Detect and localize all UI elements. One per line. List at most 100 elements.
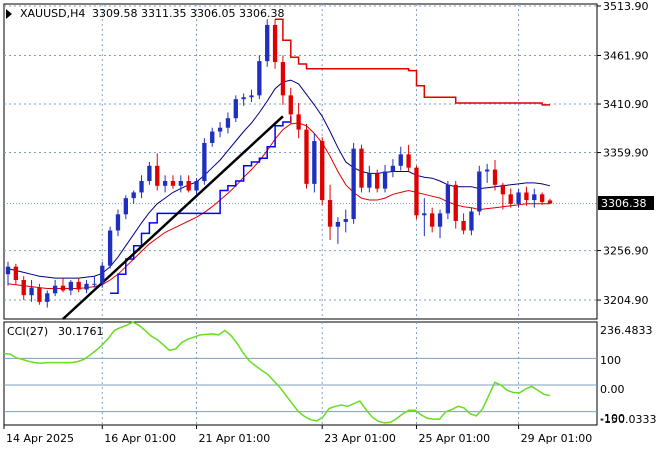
bearish-candle-body: [327, 200, 333, 227]
bullish-candle-body: [5, 266, 11, 275]
bullish-candle-body: [437, 213, 443, 227]
bearish-candle-body: [492, 169, 498, 185]
bullish-candle-body: [131, 192, 136, 199]
resistance-step-line: [275, 18, 550, 106]
bullish-candle-body: [445, 184, 451, 214]
bearish-candle-body: [21, 279, 26, 296]
ohlc-values: 3309.58 3311.35 3306.05 3306.38: [92, 7, 284, 20]
bullish-candle-body: [68, 281, 74, 291]
cci-axis-bottom-label: -150.0333: [600, 413, 656, 426]
bearish-candle-body: [280, 62, 286, 96]
price-panel-frame: [3, 3, 598, 320]
chart-header: XAUUSD,H4 3309.58 3311.35 3306.05 3306.3…: [6, 7, 284, 20]
indicator-header: CCI(27) 30.1761: [7, 325, 104, 338]
bullish-candle-body: [52, 285, 58, 294]
cci-line: [3, 321, 551, 424]
bearish-candle-body: [76, 281, 81, 290]
fast-moving-average-line: [7, 79, 551, 279]
current-price-tag-box: [598, 196, 654, 210]
chart-type-arrow-icon: [6, 9, 12, 19]
price-axis-label: 3461.90: [603, 49, 649, 62]
bullish-candle-body: [210, 131, 215, 143]
bearish-candle-body: [453, 184, 458, 221]
time-grid: [101, 4, 520, 425]
bullish-candle-body: [516, 192, 521, 204]
price-axis-label: 3359.90: [603, 147, 649, 160]
time-axis-label: 16 Apr 01:00: [104, 432, 176, 445]
cci-level-lines: [4, 357, 597, 413]
bearish-candle-body: [430, 213, 435, 227]
price-series: [7, 18, 551, 320]
bullish-candle-body: [202, 142, 207, 182]
trendline: [62, 115, 284, 320]
price-axis-label: 3256.90: [603, 245, 649, 258]
bullish-candle-body: [233, 99, 238, 119]
bearish-candle-body: [414, 167, 419, 216]
bullish-candle-body: [241, 97, 246, 100]
price-axis-label: 3410.90: [603, 98, 649, 111]
bullish-candle-body: [162, 181, 168, 186]
bullish-candle-body: [92, 283, 97, 285]
bearish-candle-body: [359, 148, 364, 188]
bullish-candle-body: [217, 127, 223, 132]
bearish-candle-body: [170, 181, 176, 186]
cci-axis-top-label: 236.4833: [600, 324, 653, 337]
time-axis: 14 Apr 2025 16 Apr 01:00 21 Apr 01:00 23 Ap…: [3, 425, 592, 445]
bullish-candle-body: [45, 293, 50, 302]
bullish-candle-body: [422, 213, 427, 216]
bullish-candle-body: [390, 165, 396, 172]
bullish-candle-body: [351, 148, 356, 220]
bearish-candle-body: [37, 287, 42, 302]
bullish-candle-body: [147, 165, 152, 182]
bearish-candle-body: [375, 173, 380, 189]
bearish-candle-body: [547, 200, 553, 204]
bullish-candle-body: [484, 169, 490, 172]
bearish-candle-body: [155, 165, 160, 186]
bearish-candle-body: [272, 24, 278, 63]
current-price-tag: 3306.38: [598, 196, 654, 210]
bullish-candle-body: [367, 173, 372, 188]
bullish-candle-body: [469, 211, 474, 231]
price-axis-label: 3204.90: [603, 294, 649, 307]
bearish-candle-body: [13, 266, 19, 280]
bearish-candle-body: [500, 184, 506, 195]
bullish-candle-body: [178, 181, 183, 186]
bullish-candle-body: [312, 141, 317, 184]
price-axis-label: 3513.90: [603, 0, 649, 13]
candlestick-series: [5, 19, 553, 308]
cci-axis-m100-label: -100: [600, 412, 625, 425]
bullish-candle-body: [477, 171, 482, 212]
price-axis: 3513.90 3461.90 3410.90 3359.90 3256.90 3204.…: [597, 0, 649, 307]
time-axis-label: 25 Apr 01:00: [418, 432, 490, 445]
bearish-candle-body: [304, 129, 309, 184]
indicator-panel-frame: [3, 321, 598, 426]
bearish-candle-body: [320, 141, 325, 201]
cci-series: [3, 321, 551, 424]
trend-step-line: [110, 116, 292, 295]
symbol-label: XAUUSD,H4: [20, 7, 85, 20]
bullish-candle-body: [265, 24, 270, 62]
bullish-candle-body: [249, 95, 254, 98]
bullish-candle-body: [398, 154, 403, 166]
bullish-candle-body: [115, 214, 121, 231]
bullish-candle-body: [532, 194, 537, 201]
bearish-candle-body: [186, 181, 191, 191]
cci-axis: 236.4833 100 0.00 -100 -150.0333: [600, 324, 656, 426]
time-axis-label: 21 Apr 01:00: [199, 432, 271, 445]
bullish-candle-body: [123, 198, 128, 215]
bullish-candle-body: [107, 230, 113, 266]
bullish-candle-body: [335, 221, 341, 227]
bullish-candle-body: [139, 181, 144, 193]
bearish-candle-body: [296, 114, 301, 130]
bullish-candle-body: [382, 171, 388, 189]
cci-axis-0-label: 0.00: [600, 383, 625, 396]
bearish-candle-body: [406, 154, 411, 168]
current-price-tag-label: 3306.38: [601, 197, 647, 210]
bearish-candle-body: [288, 95, 293, 115]
bearish-candle-body: [60, 285, 66, 291]
bullish-candle-body: [257, 61, 262, 96]
bullish-candle-body: [225, 118, 231, 128]
cci-name-label: CCI(27): [7, 325, 48, 338]
bearish-candle-body: [524, 192, 529, 201]
